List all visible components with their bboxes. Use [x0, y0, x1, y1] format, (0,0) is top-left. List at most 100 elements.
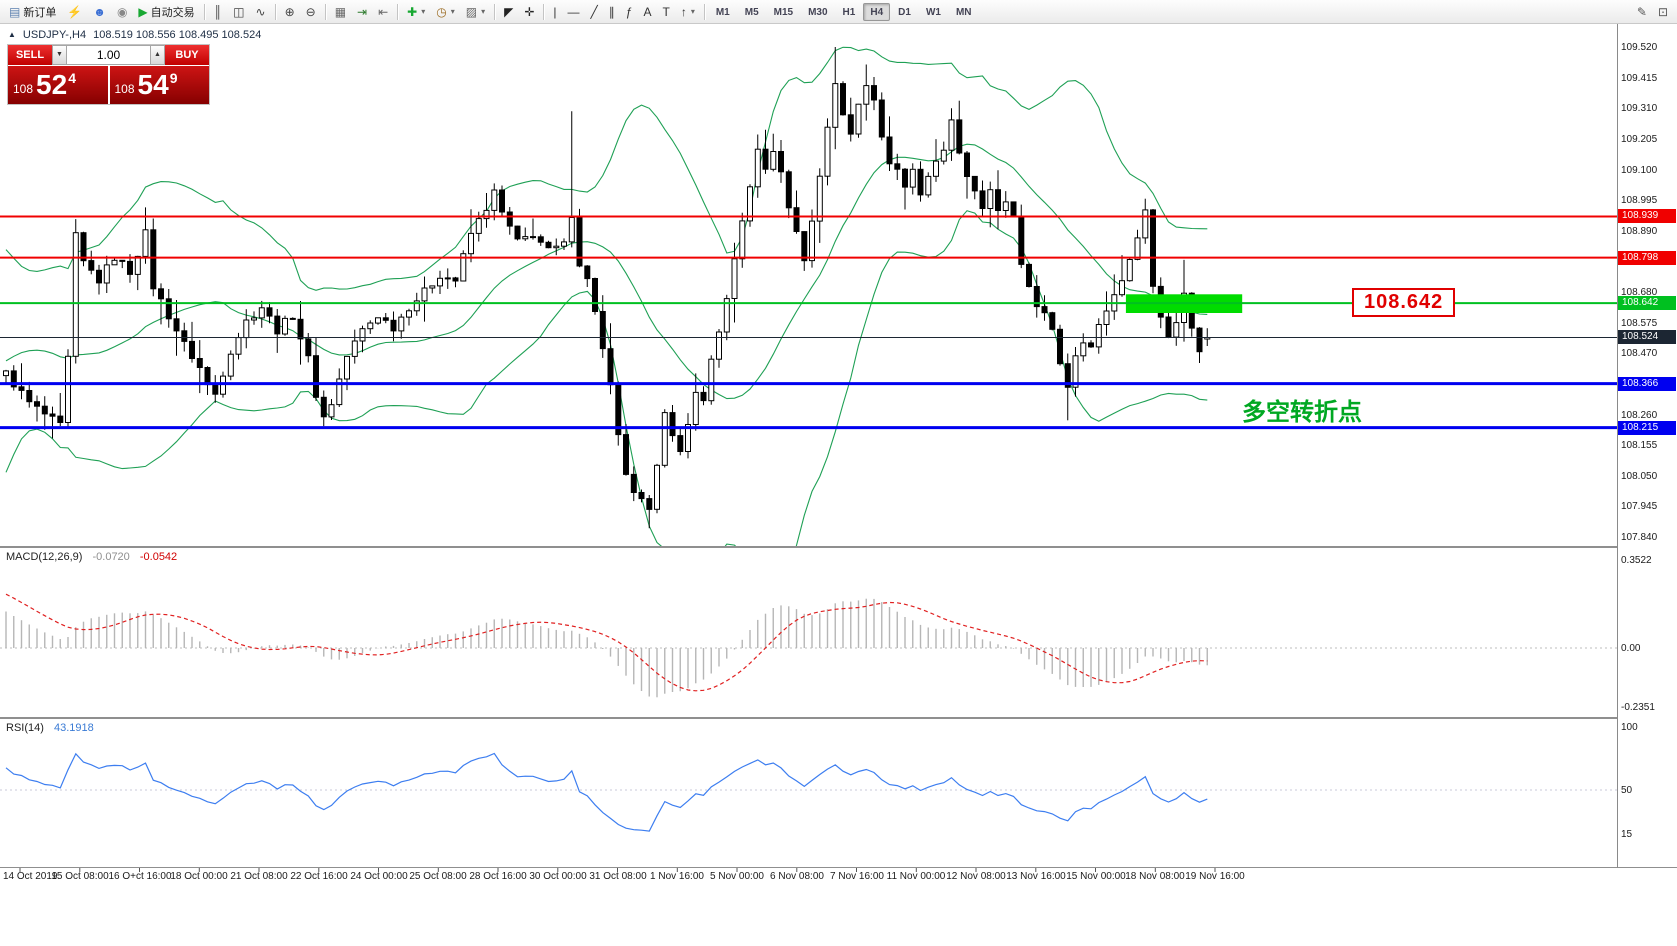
arrows-button[interactable]: ↑ ▾	[676, 2, 700, 22]
volume-increase-button[interactable]: ▲	[150, 45, 165, 65]
candle-body	[305, 338, 312, 357]
candle-body	[785, 171, 792, 209]
cursor-button[interactable]: ◤	[499, 2, 518, 22]
candle-body	[382, 317, 389, 321]
candle-body	[747, 186, 753, 222]
candle-body	[793, 207, 800, 232]
timeframe-h1[interactable]: H1	[842, 6, 856, 18]
chart-shift-button[interactable]: ⇤	[373, 2, 393, 22]
support-button[interactable]: ◉	[112, 2, 132, 22]
volume-decrease-button[interactable]: ▼	[52, 45, 67, 65]
time-axis-separator	[0, 867, 1677, 868]
crosshair-button[interactable]: ✛	[519, 2, 539, 22]
candle-body	[599, 311, 606, 350]
bar-chart-button[interactable]: ║	[209, 2, 228, 22]
candle-body	[72, 232, 79, 357]
pencil-button[interactable]: ✎	[1632, 2, 1652, 22]
screenshot-button[interactable]: ⊡	[1653, 2, 1673, 22]
candle-body	[940, 149, 947, 162]
timeframe-d1[interactable]: D1	[898, 6, 911, 18]
indicators-button[interactable]: ✚ ▾	[402, 2, 430, 22]
toolbar-separator	[703, 3, 705, 20]
news-alert-button[interactable]: ⚡	[62, 2, 87, 22]
sell-button[interactable]: SELL	[8, 45, 52, 65]
candle-body	[847, 114, 854, 135]
candle-body	[592, 278, 598, 312]
line-chart-button[interactable]: ∿	[251, 2, 271, 22]
candle-body	[995, 189, 1001, 211]
autotrading-button[interactable]: ▶ 自动交易	[133, 2, 199, 22]
text-label-button[interactable]: T	[657, 2, 674, 22]
candle-body	[320, 396, 327, 418]
candle-body	[390, 319, 397, 332]
turning-point-note[interactable]: 多空转折点	[1242, 398, 1362, 426]
timeframe-m1[interactable]: M1	[715, 6, 730, 18]
candle-body	[313, 355, 319, 398]
panel-splitter-rsi[interactable]	[0, 717, 1617, 719]
timeframe-m5[interactable]: M5	[744, 6, 759, 18]
panel-splitter-macd[interactable]	[0, 546, 1617, 548]
fibonacci-button[interactable]: ƒ	[621, 2, 638, 22]
candle-body	[18, 386, 25, 391]
market-watch-button[interactable]: ☻	[88, 2, 111, 22]
macd-name: MACD(12,26,9)	[6, 551, 83, 563]
candle-body	[584, 265, 591, 280]
candle-body	[189, 340, 195, 359]
fibonacci-icon: ƒ	[625, 4, 633, 19]
candle-body	[212, 384, 219, 395]
macd-indicator-label: MACD(12,26,9) -0.0720 -0.0542	[6, 551, 177, 563]
candle-body	[421, 287, 428, 302]
indicators-icon: ✚	[407, 4, 418, 19]
macd-signal-value: -0.0542	[139, 551, 178, 563]
candle-body	[437, 277, 443, 287]
trendline-button[interactable]: ╱	[586, 2, 603, 22]
buy-price-sup: 9	[169, 70, 178, 86]
candlestick-chart-icon: ◫	[233, 4, 245, 19]
sell-price-big: 52	[36, 69, 68, 100]
candle-body	[506, 211, 513, 227]
crosshair-icon: ✛	[524, 4, 535, 19]
periods-button[interactable]: ◷ ▾	[431, 2, 460, 22]
timeframe-w1[interactable]: W1	[925, 6, 941, 18]
candle-body	[1041, 306, 1048, 314]
auto-scroll-button[interactable]: ⇥	[352, 2, 372, 22]
volume-input[interactable]	[67, 45, 150, 65]
horizontal-line-button[interactable]: —	[563, 2, 585, 22]
candle-body	[863, 85, 870, 105]
sell-price-display[interactable]: 108 52 4	[8, 66, 108, 104]
zoom-in-button[interactable]: ⊕	[280, 2, 300, 22]
zoom-out-button[interactable]: ⊖	[301, 2, 321, 22]
candle-body	[638, 492, 645, 500]
candlestick-chart-button[interactable]: ◫	[228, 2, 249, 22]
candle-body	[654, 464, 660, 510]
new-order-button[interactable]: ▤ 新订单	[4, 2, 61, 22]
candle-body	[452, 277, 459, 282]
candle-body	[41, 405, 48, 415]
candle-body	[26, 390, 33, 403]
price-level-annotation[interactable]: 108.642	[1352, 288, 1456, 317]
candle-body	[429, 285, 436, 289]
buy-button[interactable]: BUY	[165, 45, 209, 65]
tile-windows-button[interactable]: ▦	[330, 2, 351, 22]
market-watch-icon: ☻	[93, 4, 106, 19]
candle-body	[1142, 209, 1149, 239]
zoom-out-icon: ⊖	[305, 4, 316, 19]
equidistant-channel-button[interactable]: ∥	[604, 2, 620, 22]
timeframe-m15[interactable]: M15	[773, 6, 794, 18]
buy-price-display[interactable]: 108 54 9	[109, 66, 209, 104]
candle-body	[1064, 363, 1071, 388]
text-button[interactable]: A	[638, 2, 656, 22]
timeframe-mn[interactable]: MN	[955, 6, 972, 18]
timeframe-m30[interactable]: M30	[808, 6, 828, 18]
price-panel	[0, 46, 1617, 547]
vertical-line-button[interactable]: |	[548, 2, 561, 22]
candle-body	[661, 412, 668, 466]
price-axis-line	[1617, 24, 1618, 868]
candle-body	[10, 370, 17, 388]
templates-button[interactable]: ▨ ▾	[461, 2, 490, 22]
candle-body	[514, 225, 521, 240]
rsi-subwindow	[0, 752, 1617, 832]
timeframe-h4[interactable]: H4	[863, 2, 891, 21]
